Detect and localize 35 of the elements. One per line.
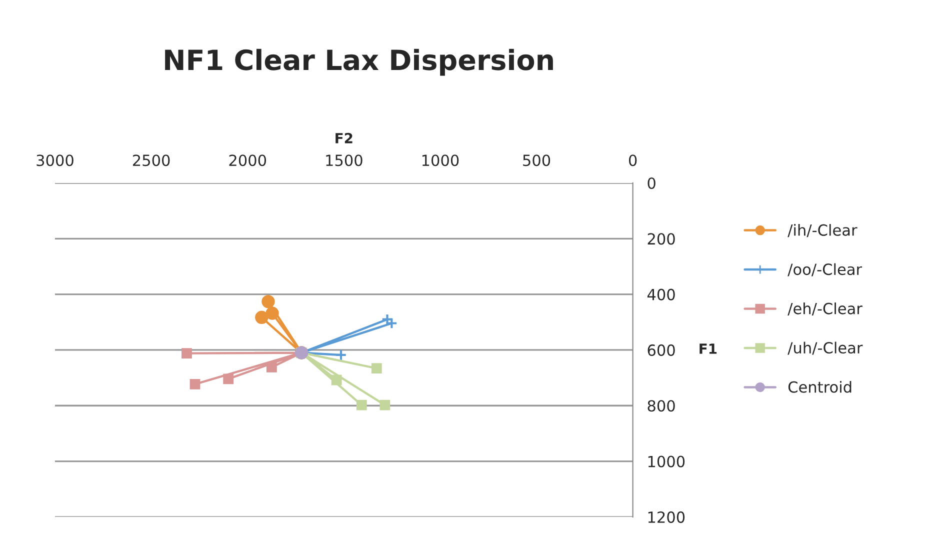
point [266, 362, 277, 372]
chart-title: NF1 Clear Lax Dispersion [165, 48, 553, 76]
y-axis-title: F1 [700, 344, 717, 354]
legend-label: /uh/-Clear [788, 342, 863, 355]
y-tick-label: 200 [648, 233, 675, 245]
point [381, 313, 394, 326]
x-tick-label: 0 [628, 154, 637, 166]
y-tick-label: 1200 [648, 511, 685, 523]
point [335, 349, 347, 361]
point [182, 348, 192, 359]
y-tick-label: 1000 [648, 456, 685, 468]
legend-label: Centroid [788, 380, 852, 393]
x-tick-label: 2000 [229, 154, 266, 166]
point [356, 400, 367, 410]
x-tick-label: 1000 [422, 154, 459, 166]
point [266, 306, 279, 320]
legend-label: /oo/-Clear [788, 263, 862, 276]
legend-label: /ih/-Clear [788, 224, 858, 238]
point [255, 310, 268, 324]
x-tick-label: 1500 [326, 154, 362, 166]
point [190, 378, 200, 390]
point [380, 400, 390, 410]
y-tick-label: 800 [648, 400, 675, 412]
x-tick-label: 2500 [132, 154, 170, 166]
point [331, 374, 342, 386]
point [223, 374, 234, 384]
legend-label: /eh/-Clear [788, 302, 862, 316]
point [371, 363, 382, 374]
y-tick-label: 600 [648, 344, 675, 356]
x-tick-label: 500 [523, 154, 550, 166]
point [262, 294, 275, 308]
y-tick-label: 0 [648, 177, 656, 190]
x-axis-title: F2 [336, 132, 352, 144]
x-tick-label: 3000 [36, 154, 74, 166]
y-tick-label: 400 [647, 288, 675, 300]
